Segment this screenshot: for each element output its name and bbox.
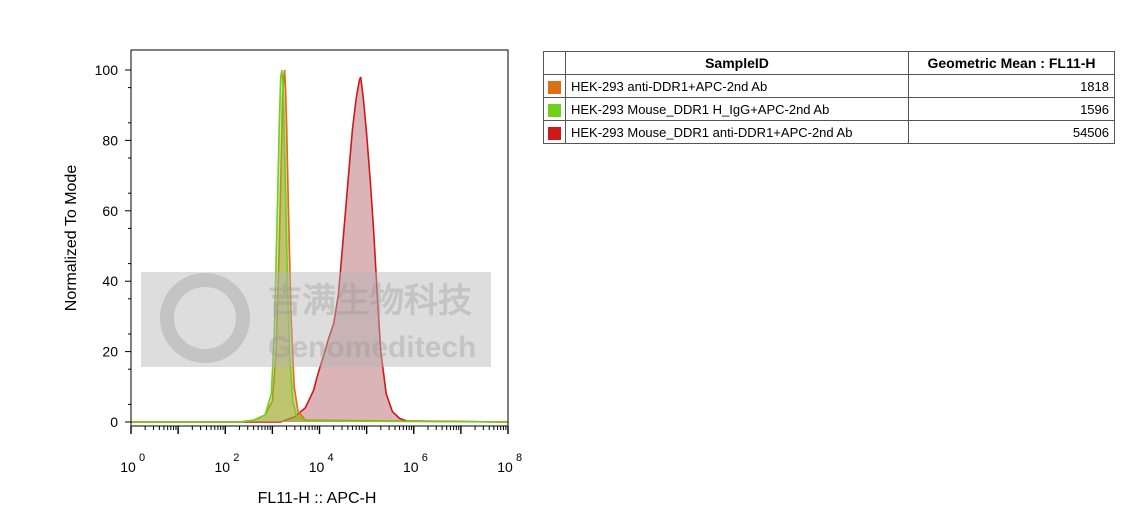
y-tick-label: 20 [102,344,118,360]
x-tick-label-exp: 2 [233,452,239,464]
legend-body: HEK-293 anti-DDR1+APC-2nd Ab 1818 HEK-293 … [543,74,1115,144]
x-axis-label: FL11-H :: APC-H [258,490,377,507]
y-tick-label: 0 [110,414,118,430]
y-axis-label: Normalized To Mode [63,165,80,312]
x-tick-label-exp: 8 [516,452,522,464]
watermark: 吉满生物科技 Genomeditech [141,272,491,367]
y-tick-label: 40 [102,273,118,289]
y-tick-label: 60 [102,203,118,219]
legend-swatch [548,103,561,117]
legend-row: HEK-293 Mouse_DDR1 H_IgG+APC-2nd Ab 1596 [543,97,1115,121]
legend-sample-name: HEK-293 Mouse_DDR1 H_IgG+APC-2nd Ab [565,97,909,121]
legend-header-swatch [543,51,566,75]
y-axis: 0 20 40 60 80 100 [95,62,131,430]
legend-table: SampleID Geometric Mean : FL11-H HEK-293… [543,51,1115,144]
legend-swatch [548,80,561,94]
legend-geometric-mean: 1596 [908,97,1115,121]
legend-swatch-cell [543,120,566,144]
legend-swatch [548,126,561,140]
x-tick-label-exp: 6 [422,452,428,464]
legend-sample-name: HEK-293 Mouse_DDR1 anti-DDR1+APC-2nd Ab [565,120,909,144]
x-tick-label-exp: 4 [327,452,333,464]
x-tick-label-base: 10 [497,459,513,475]
y-tick-label: 80 [102,132,118,148]
y-tick-label: 100 [95,62,119,78]
x-tick-label-base: 10 [403,459,419,475]
legend-swatch-cell [543,74,566,98]
legend-header-row: SampleID Geometric Mean : FL11-H [543,51,1115,75]
series-layer [131,69,509,423]
legend-header-metric: Geometric Mean : FL11-H [908,51,1115,75]
x-tick-label-base: 10 [120,459,136,475]
watermark-en: Genomeditech [268,331,476,364]
x-tick-label-exp: 0 [139,452,145,464]
watermark-logo [160,273,250,363]
legend-row: HEK-293 anti-DDR1+APC-2nd Ab 1818 [543,74,1115,98]
watermark-band [141,272,491,367]
legend-sample-name: HEK-293 anti-DDR1+APC-2nd Ab [565,74,909,98]
legend-geometric-mean: 1818 [908,74,1115,98]
watermark-cn: 吉满生物科技 [268,281,472,321]
series-line-2 [131,76,509,423]
legend-geometric-mean: 54506 [908,120,1115,144]
legend-swatch-cell [543,97,566,121]
series-line-1 [131,69,509,423]
x-tick-label-base: 10 [214,459,230,475]
x-tick-label-base: 10 [309,459,325,475]
legend-header-sample: SampleID [565,51,909,75]
legend-row: HEK-293 Mouse_DDR1 anti-DDR1+APC-2nd Ab 5… [543,120,1115,144]
